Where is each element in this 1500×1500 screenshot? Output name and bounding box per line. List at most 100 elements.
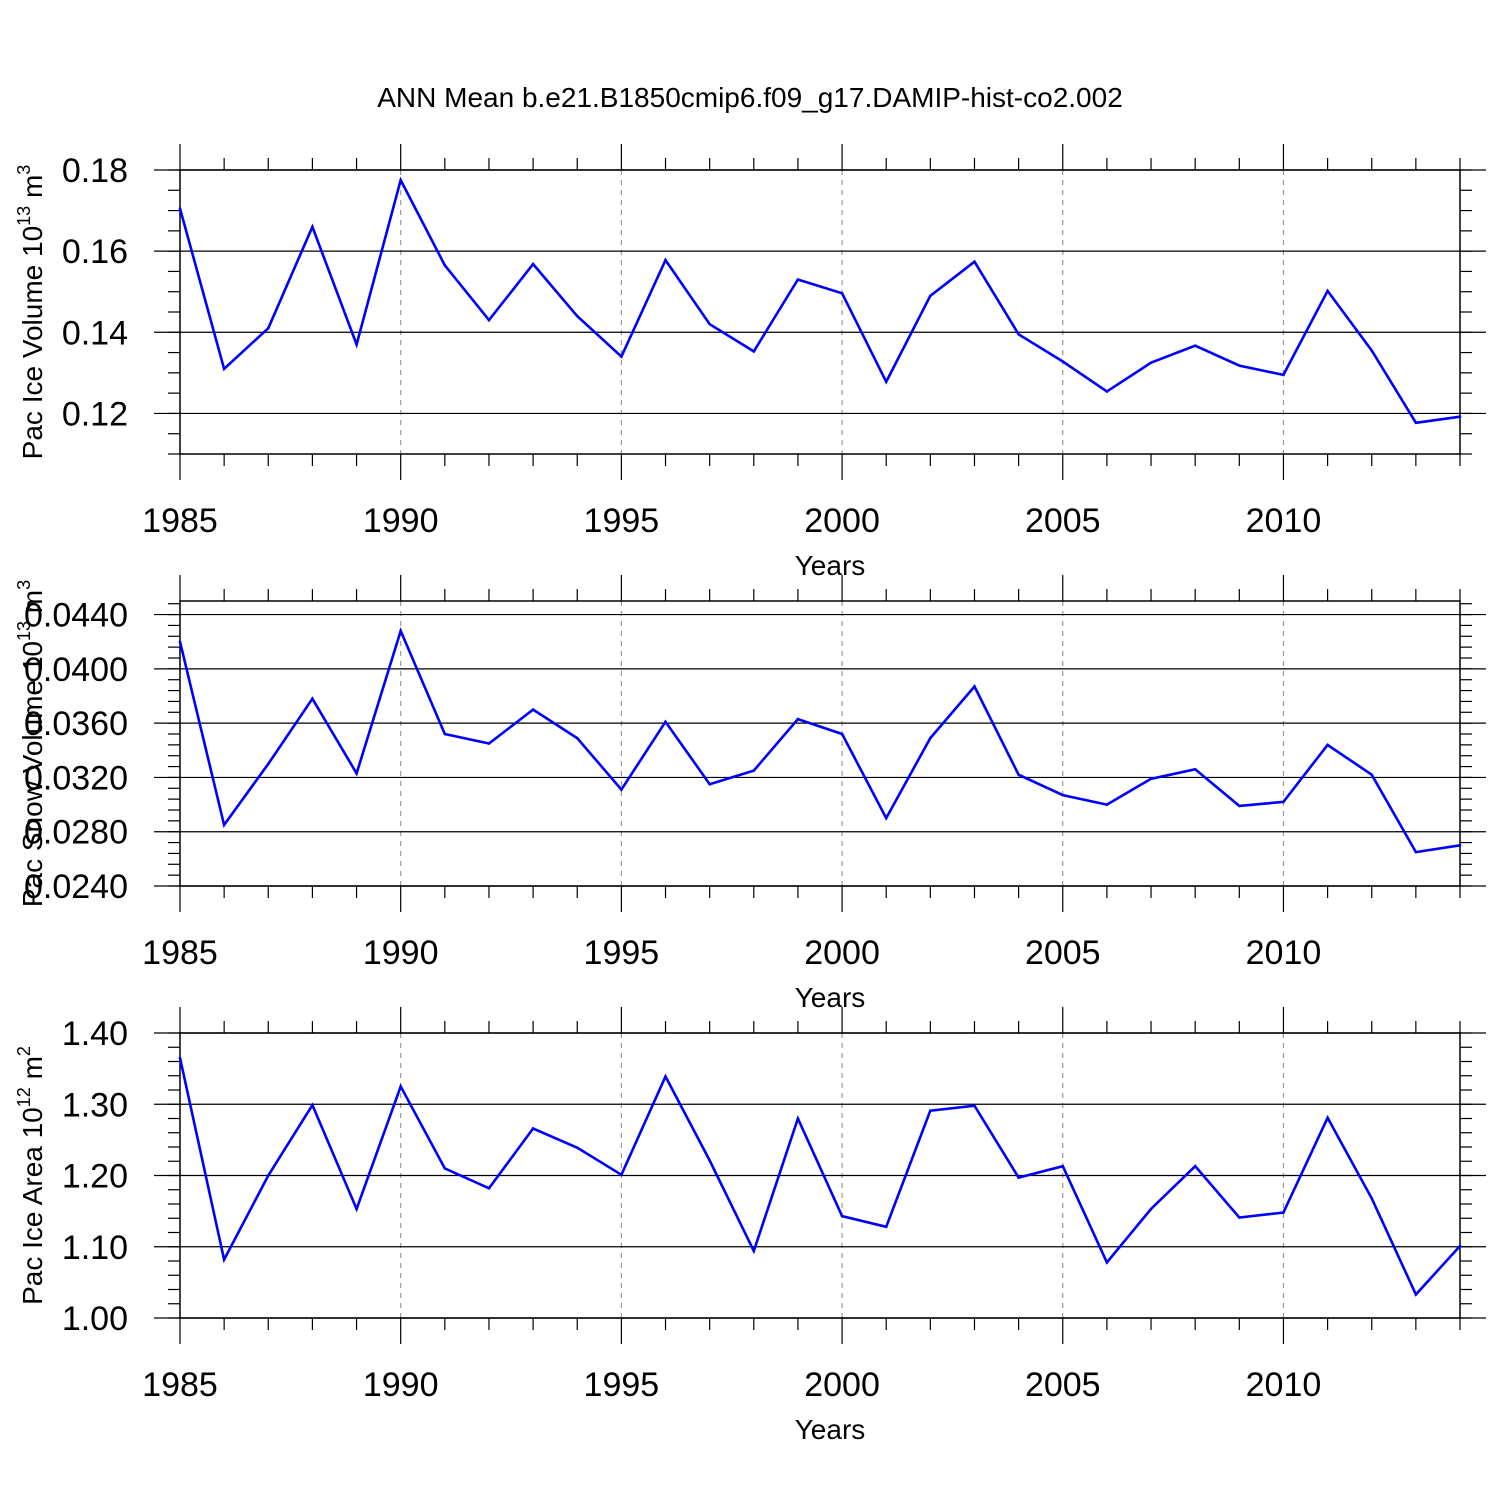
data-point	[531, 708, 535, 711]
x-tick-label: 1985	[142, 934, 218, 972]
y-axis-title-unit: m	[17, 1056, 48, 1087]
y-tick-label: 0.0360	[24, 705, 128, 743]
data-point	[311, 697, 314, 701]
data-point	[1370, 1197, 1374, 1200]
data-point	[311, 1103, 314, 1107]
x-tick-label: 2000	[804, 502, 880, 540]
y-axis-title-main: Pac Snow Volume 10	[17, 641, 48, 907]
data-point	[929, 736, 932, 740]
data-point	[355, 1207, 358, 1211]
y-tick-label: 1.30	[62, 1086, 128, 1124]
plot-frame	[179, 169, 1461, 455]
series-line-pac-ice-area	[178, 1057, 1461, 1297]
y-axis-title-main: Pac Ice Area 10	[17, 1107, 48, 1305]
data-point	[708, 322, 711, 326]
y-axis-title-unit-exponent: 2	[14, 1046, 34, 1056]
y-tick-label: 1.20	[62, 1158, 128, 1196]
data-point	[1238, 1216, 1241, 1219]
y-tick-label: 0.0320	[24, 759, 128, 797]
x-tick-label: 1995	[584, 1366, 660, 1404]
data-point	[840, 1214, 844, 1218]
data-point	[796, 717, 800, 721]
data-point	[929, 1109, 932, 1112]
data-point	[1061, 360, 1065, 363]
data-point	[796, 1117, 800, 1120]
x-tick-label: 1990	[363, 502, 439, 540]
data-point	[575, 736, 579, 740]
data-point	[664, 258, 667, 262]
data-point	[575, 314, 579, 318]
data-point	[399, 178, 402, 182]
data-point	[1017, 773, 1020, 777]
data-point	[1414, 421, 1418, 425]
x-tick-label: 1990	[363, 1366, 439, 1404]
y-axis-title-main: Pac Ice Volume 10	[17, 226, 48, 459]
data-point	[1193, 767, 1197, 771]
data-point	[178, 1056, 182, 1060]
series-line-pac-snow-volume	[178, 627, 1461, 854]
data-point	[1061, 1164, 1065, 1168]
y-axis-title-exponent: 13	[14, 206, 34, 226]
data-point	[1149, 777, 1153, 781]
y-tick-label: 0.14	[62, 314, 128, 352]
y-axis-title: Pac Snow Volume 1013 m3	[14, 580, 48, 907]
data-point	[311, 225, 314, 229]
data-point	[973, 260, 976, 263]
x-tick-label: 1985	[142, 502, 218, 540]
x-tick-label: 2010	[1246, 934, 1322, 972]
data-point	[266, 326, 270, 330]
x-tick-label: 1985	[142, 1366, 218, 1404]
data-point	[1193, 344, 1197, 347]
panel-ice-area: 1.00 1.10 1.20 1.30 1.40 1985 1990 1995 2000 2005…	[14, 1007, 1486, 1445]
data-point	[884, 380, 888, 384]
data-point	[1458, 1244, 1462, 1248]
data-point	[487, 1187, 491, 1190]
data-point	[1370, 349, 1374, 352]
data-point	[1326, 289, 1329, 293]
x-axis-title: Years	[795, 1414, 866, 1445]
y-axis-title-exponent: 12	[14, 1087, 34, 1107]
data-point	[973, 685, 976, 688]
data-point	[1238, 364, 1241, 367]
figure-title: ANN Mean b.e21.B1850cmip6.f09_g17.DAMIP-…	[377, 82, 1123, 113]
data-point	[884, 816, 888, 820]
data-point	[355, 343, 358, 346]
data-point	[1061, 793, 1065, 797]
y-tick-label: 1.40	[62, 1015, 128, 1053]
data-point	[1414, 850, 1418, 854]
data-point	[1105, 390, 1109, 393]
series-line-pac-ice-volume	[178, 176, 1461, 425]
panel-snow-volume: 0.0240 0.0280 0.0320 0.0360 0.0400 0.0440 1985…	[14, 575, 1486, 1013]
data-point	[752, 1249, 756, 1253]
data-point	[1458, 843, 1462, 847]
data-point	[1282, 800, 1285, 804]
x-tick-label: 2000	[804, 1366, 880, 1404]
y-axis-title-unit: m	[17, 590, 48, 621]
data-point	[487, 318, 491, 322]
y-tick-label: 0.16	[62, 233, 128, 271]
data-point	[266, 1174, 270, 1177]
data-point	[752, 769, 756, 772]
data-point	[1193, 1164, 1197, 1168]
data-point	[840, 732, 844, 736]
data-point	[399, 629, 402, 633]
data-point	[796, 278, 800, 281]
data-point	[1370, 773, 1374, 777]
data-point	[1105, 803, 1109, 806]
data-point	[443, 264, 447, 267]
y-tick-label: 1.00	[62, 1300, 128, 1338]
data-point	[399, 1085, 402, 1088]
x-tick-label: 2010	[1246, 1366, 1322, 1404]
data-point	[575, 1146, 579, 1150]
data-point	[1149, 361, 1153, 365]
x-tick-label: 2010	[1246, 502, 1322, 540]
y-tick-label: 1.10	[62, 1229, 128, 1267]
data-point	[884, 1225, 888, 1229]
data-point	[1149, 1207, 1153, 1211]
y-tick-label: 0.0400	[24, 651, 128, 689]
data-point	[1458, 415, 1462, 418]
data-point	[1238, 804, 1241, 808]
data-point	[487, 742, 491, 745]
data-point	[355, 772, 358, 775]
